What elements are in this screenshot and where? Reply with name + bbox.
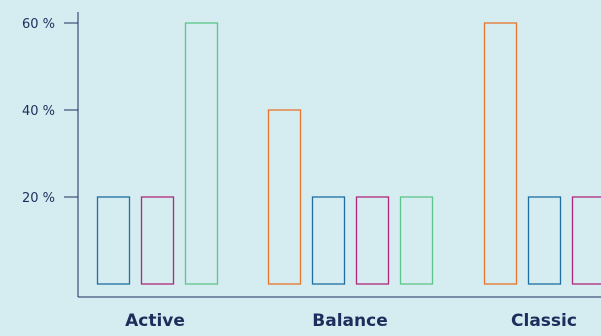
- bar-balance-2: [357, 197, 389, 284]
- bar-balance-1: [313, 197, 345, 284]
- category-labels: Active Balance Classic: [125, 311, 577, 331]
- category-label-active: Active: [125, 311, 185, 331]
- y-tick-label: 60 %: [22, 17, 55, 32]
- bar-balance-3: [401, 197, 433, 284]
- bar-active-2: [142, 197, 174, 284]
- category-label-classic: Classic: [511, 311, 577, 331]
- bar-active-3: [186, 23, 218, 284]
- category-label-balance: Balance: [312, 311, 387, 331]
- bar-classic-1: [529, 197, 561, 284]
- bar-classic-0: [485, 23, 517, 284]
- bar-active-1: [98, 197, 130, 284]
- y-tick-label: 20 %: [22, 191, 55, 206]
- y-axis-ticks: 20 % 40 % 60 %: [22, 17, 78, 206]
- y-tick-label: 40 %: [22, 104, 55, 119]
- bar-classic-2: [573, 197, 601, 284]
- bar-balance-0: [269, 110, 301, 284]
- bars-group: [98, 23, 601, 284]
